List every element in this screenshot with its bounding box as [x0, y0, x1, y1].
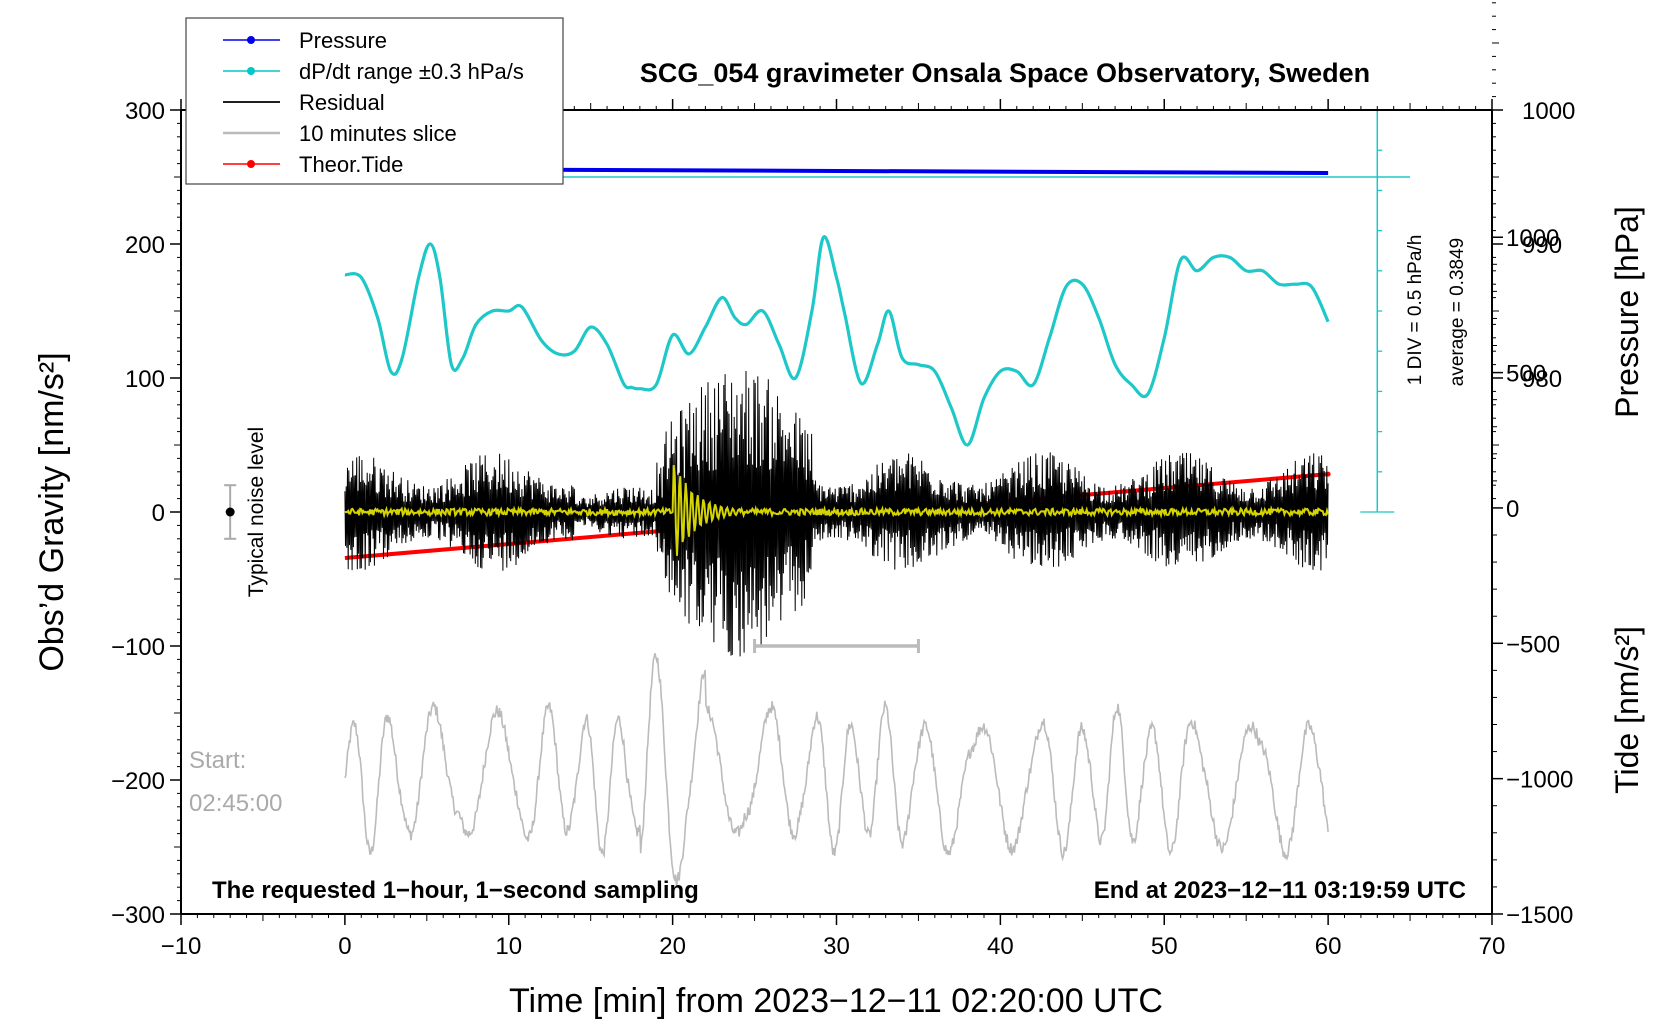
legend-tide: Theor.Tide — [299, 152, 403, 177]
x-tick-label: 40 — [987, 933, 1014, 960]
y-axis-pressure: 10101000990980 — [1492, 2, 1575, 500]
x-tick-label: 60 — [1315, 933, 1342, 960]
footer-end-label: End at 2023−12−11 03:19:59 UTC — [1094, 877, 1466, 904]
dpdt-line — [344, 235, 1330, 447]
annotations — [224, 484, 920, 653]
y-axis-left-label: Obs’d Gravity [nm/s²] — [33, 352, 71, 671]
tide-tick-label: 500 — [1506, 361, 1546, 388]
slice-line — [344, 653, 1329, 886]
tide-tick-label: −1000 — [1506, 767, 1573, 794]
x-tick-label: 50 — [1151, 933, 1178, 960]
x-tick-label: 70 — [1479, 933, 1506, 960]
noise-level-dot — [225, 507, 235, 517]
average-label: average = 0.3849 — [1447, 238, 1468, 386]
chart-title: SCG_054 gravimeter Onsala Space Observat… — [640, 58, 1370, 88]
tide-tick-label: −500 — [1506, 631, 1560, 658]
x-axis-label: Time [min] from 2023−12−11 02:20:00 UTC — [509, 982, 1163, 1020]
scale-bar-label: 1 DIV = 0.5 hPa/h — [1405, 235, 1426, 386]
start-time-label: 02:45:00 — [189, 790, 282, 817]
x-tick-label: 0 — [338, 933, 351, 960]
legend-pressure: Pressure — [299, 28, 387, 53]
noise-level-label: Typical noise level — [245, 427, 268, 597]
x-axis: −10 0 10 20 30 40 50 60 70 — [161, 99, 1506, 960]
x-tick-label: −10 — [161, 933, 202, 960]
slice-series — [344, 653, 1329, 886]
y-axis-tide-label: Tide [nm/s²] — [1609, 626, 1645, 794]
y-axis-left: 300 200 100 0 −100 −200 −300 — [111, 98, 181, 929]
tide-tick-label: −1500 — [1506, 902, 1573, 929]
y-tick-label: 100 — [125, 366, 165, 393]
pressure-tick-label: 1000 — [1522, 98, 1575, 125]
y-axis-tide: 1000 500 0 −500 −1000 −1500 — [1492, 225, 1573, 929]
y-axis-pressure-label: Pressure [hPa] — [1609, 206, 1645, 418]
residual-smoothed-series — [344, 465, 1330, 556]
legend-dpdt: dP/dt range ±0.3 hPa/s — [299, 59, 524, 84]
x-tick-label: 10 — [495, 933, 522, 960]
y-tick-label: 300 — [125, 98, 165, 125]
pressure-tick-label: 990 — [1522, 232, 1562, 259]
legend: Pressure dP/dt range ±0.3 hPa/s Residual… — [185, 17, 564, 185]
residual-line — [344, 370, 1329, 657]
start-label: Start: — [189, 747, 246, 774]
pressure-tick-label: 980 — [1522, 366, 1562, 393]
y-tick-label: −200 — [111, 768, 165, 795]
y-tick-label: 200 — [125, 232, 165, 259]
y-tick-label: −300 — [111, 902, 165, 929]
y-tick-label: 0 — [152, 500, 165, 527]
residual-smoothed-line — [344, 465, 1330, 556]
footer-sampling-label: The requested 1−hour, 1−second sampling — [212, 877, 699, 904]
tide-tick-label: 0 — [1506, 496, 1519, 523]
x-tick-label: 30 — [823, 933, 850, 960]
legend-residual: Residual — [299, 90, 385, 115]
residual-series — [344, 370, 1329, 657]
x-tick-label: 20 — [659, 933, 686, 960]
tide-tick-label: 1000 — [1506, 225, 1559, 252]
legend-slice: 10 minutes slice — [299, 121, 457, 146]
y-tick-label: −100 — [111, 634, 165, 661]
